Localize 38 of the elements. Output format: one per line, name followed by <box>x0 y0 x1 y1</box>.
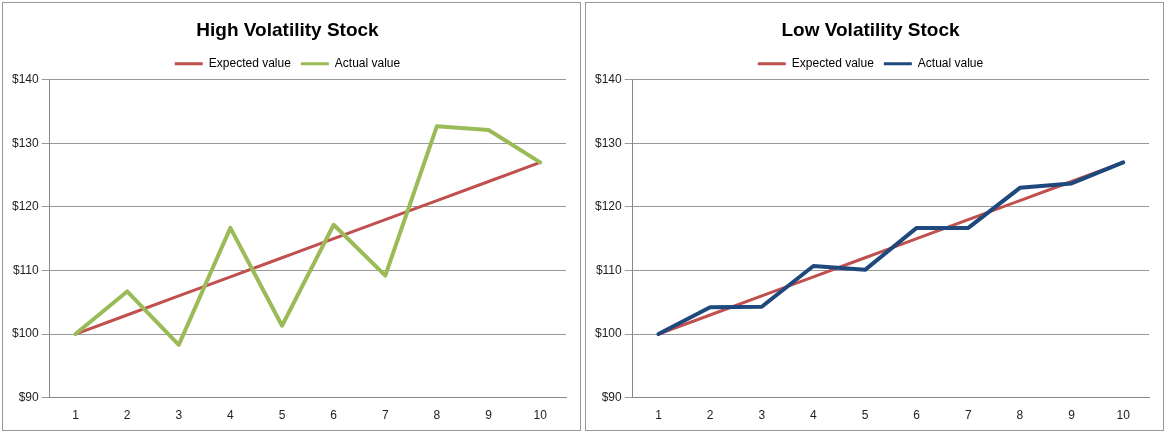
x-tick-label: 10 <box>1116 408 1131 423</box>
y-tick-label: $90 <box>601 389 623 404</box>
y-tick-label: $90 <box>18 389 40 404</box>
chart-title: High Volatility Stock <box>196 18 380 40</box>
x-tick-label: 4 <box>227 408 235 423</box>
x-tick-label: 3 <box>758 408 766 423</box>
y-tick-label: $130 <box>11 135 40 150</box>
y-tick-label: $130 <box>594 135 623 150</box>
x-tick-label: 2 <box>123 408 131 423</box>
x-tick-label: 5 <box>861 408 869 423</box>
y-tick-label: $140 <box>594 72 623 87</box>
legend-label: Expected value <box>208 56 292 71</box>
x-tick-label: 9 <box>1068 408 1076 423</box>
chart-title: Low Volatility Stock <box>781 18 960 40</box>
legend-label: Expected value <box>791 56 875 71</box>
y-tick-label: $100 <box>594 326 623 341</box>
x-tick-label: 7 <box>964 408 972 423</box>
y-tick-label: $110 <box>12 262 40 277</box>
x-tick-label: 10 <box>533 408 548 423</box>
x-tick-label: 6 <box>330 408 338 423</box>
legend-label: Actual value <box>917 56 984 71</box>
x-tick-label: 4 <box>810 408 818 423</box>
x-tick-label: 9 <box>485 408 493 423</box>
y-tick-label: $120 <box>11 199 40 214</box>
x-tick-label: 1 <box>655 408 663 423</box>
x-tick-label: 8 <box>433 408 441 423</box>
x-tick-label: 3 <box>175 408 183 423</box>
x-tick-label: 2 <box>706 408 714 423</box>
y-tick-label: $140 <box>11 72 40 87</box>
x-tick-label: 7 <box>381 408 389 423</box>
y-tick-label: $120 <box>594 199 623 214</box>
x-tick-label: 6 <box>913 408 921 423</box>
x-tick-label: 5 <box>278 408 286 423</box>
y-tick-label: $100 <box>11 326 40 341</box>
y-tick-label: $110 <box>595 262 623 277</box>
legend-label: Actual value <box>334 56 401 71</box>
x-tick-label: 1 <box>72 408 80 423</box>
x-tick-label: 8 <box>1016 408 1024 423</box>
